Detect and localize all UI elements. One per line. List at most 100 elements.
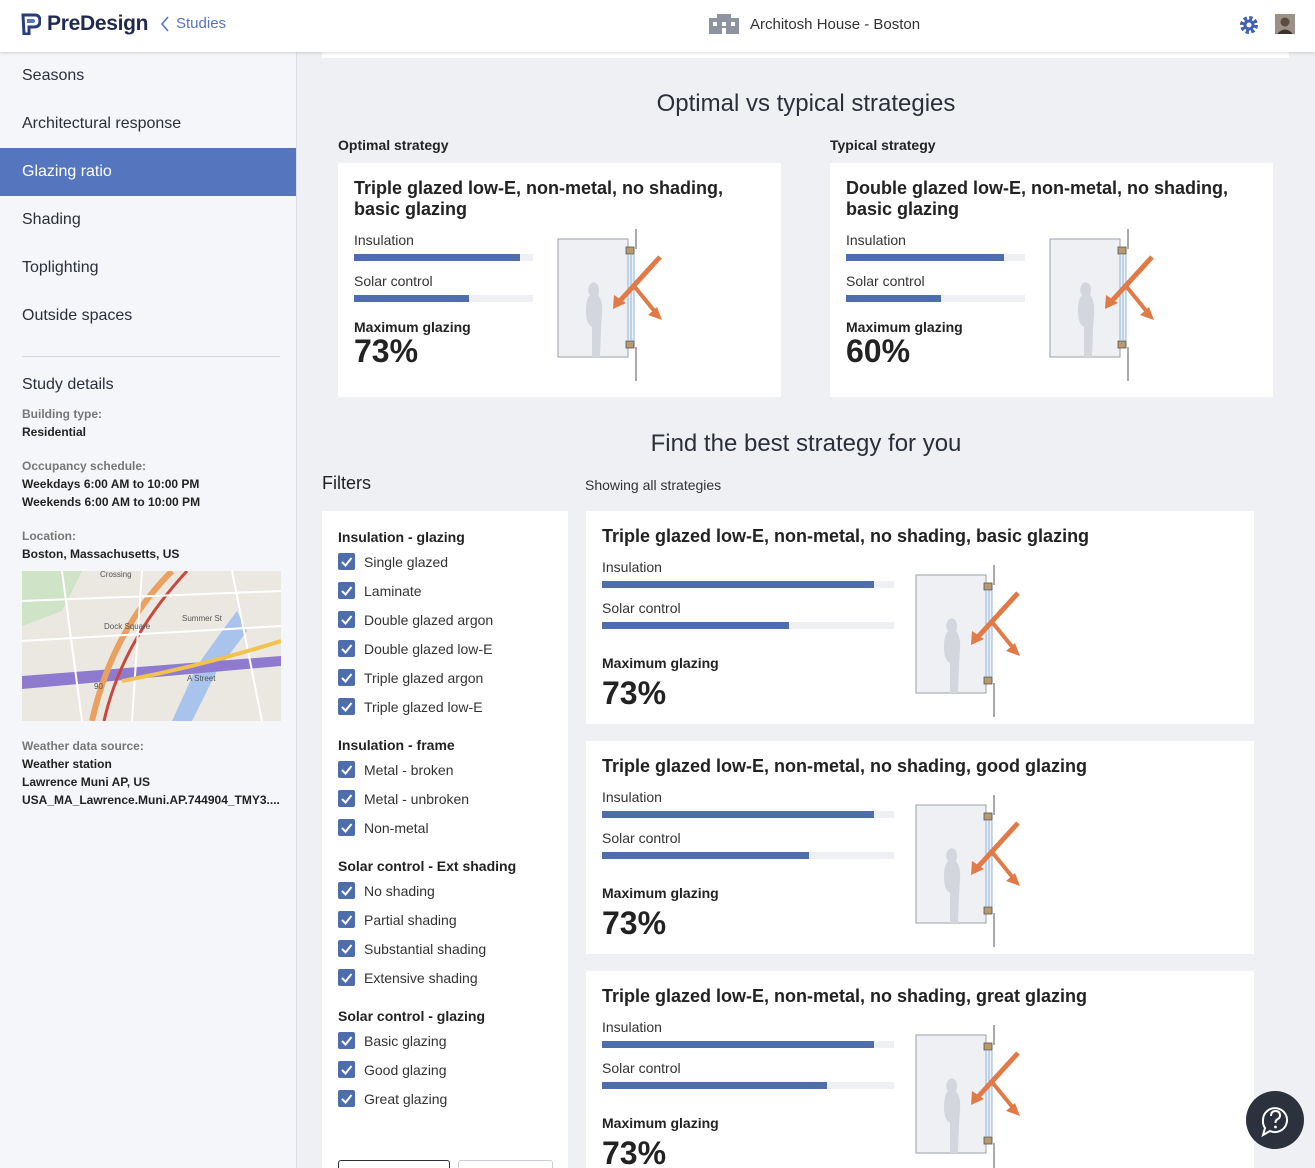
detail-value: USA_MA_Lawrence.Muni.AP.744904_TMY3.... bbox=[22, 793, 280, 807]
filter-option[interactable]: Single glazed bbox=[338, 547, 568, 576]
filter-option[interactable]: Triple glazed argon bbox=[338, 663, 568, 692]
card-heading: Typical strategy bbox=[830, 137, 936, 153]
filter-option[interactable]: Basic glazing bbox=[338, 1026, 568, 1055]
detail-value: Boston, Massachusetts, US bbox=[22, 547, 180, 561]
nav-item[interactable]: Seasons bbox=[22, 67, 85, 84]
icon-shape bbox=[341, 673, 353, 683]
icon-shape bbox=[338, 969, 355, 986]
bar-track bbox=[602, 1041, 894, 1048]
icon-shape bbox=[341, 702, 353, 712]
filter-option[interactable]: Non-metal bbox=[338, 813, 568, 842]
bar-label: Solar control bbox=[602, 830, 681, 846]
checkbox[interactable] bbox=[338, 761, 355, 778]
icon-shape bbox=[338, 553, 355, 570]
filter-option[interactable]: Metal - unbroken bbox=[338, 784, 568, 813]
icon-shape bbox=[1274, 1125, 1277, 1129]
map-label: 90 bbox=[94, 682, 103, 691]
detail-label: Location: bbox=[22, 529, 76, 543]
filter-option-label: Double glazed low-E bbox=[364, 640, 493, 657]
icon-shape bbox=[1246, 22, 1252, 28]
back-link[interactable]: Studies bbox=[160, 15, 226, 32]
filter-option[interactable]: Extensive shading bbox=[338, 963, 568, 992]
detail-group: Occupancy schedule: Weekdays 6:00 AM to 1… bbox=[22, 457, 296, 511]
checkbox[interactable] bbox=[338, 582, 355, 599]
icon-shape bbox=[985, 820, 993, 907]
icon-shape bbox=[1105, 295, 1118, 309]
user-avatar[interactable] bbox=[1275, 14, 1295, 34]
icon-shape bbox=[717, 14, 731, 20]
settings-button[interactable] bbox=[1239, 15, 1259, 35]
checkbox[interactable] bbox=[338, 911, 355, 928]
top-strip bbox=[322, 52, 1289, 58]
checkbox[interactable] bbox=[338, 611, 355, 628]
filter-option-label: Substantial shading bbox=[364, 940, 487, 957]
icon-shape bbox=[338, 940, 355, 957]
checkbox[interactable] bbox=[338, 790, 355, 807]
icon-shape bbox=[338, 1061, 355, 1078]
icon-shape bbox=[648, 307, 662, 320]
filter-button[interactable] bbox=[338, 1160, 450, 1168]
icon-shape bbox=[341, 644, 353, 654]
icon-shape bbox=[1108, 255, 1154, 305]
checkbox[interactable] bbox=[338, 940, 355, 957]
building-icon bbox=[709, 14, 739, 34]
icon-shape bbox=[1270, 1109, 1282, 1124]
filter-group: Solar control - glazing Basic glazing Good… bbox=[338, 1006, 568, 1113]
project-name: Architosh House - Boston bbox=[750, 16, 921, 33]
icon-shape bbox=[338, 761, 355, 778]
icon-shape bbox=[944, 618, 961, 693]
icon-shape bbox=[1240, 16, 1258, 34]
window-illustration bbox=[915, 1025, 1020, 1168]
icon-shape bbox=[338, 582, 355, 599]
icon-shape bbox=[1277, 29, 1293, 34]
icon-shape bbox=[983, 1042, 993, 1051]
icon-shape bbox=[1261, 1107, 1288, 1138]
strategy-name: Triple glazed low-E, non-metal, no shadi… bbox=[602, 756, 1088, 776]
filter-option[interactable]: Good glazing bbox=[338, 1055, 568, 1084]
filter-option[interactable]: Double glazed low-E bbox=[338, 634, 568, 663]
nav-item[interactable]: Glazing ratio bbox=[0, 148, 296, 196]
filter-option-label: Laminate bbox=[364, 582, 422, 599]
checkbox[interactable] bbox=[338, 1061, 355, 1078]
filter-option[interactable]: Laminate bbox=[338, 576, 568, 605]
header: PreDesign Studies Architosh House - Boston bbox=[0, 0, 1315, 52]
nav-item[interactable]: Architectural response bbox=[22, 115, 182, 132]
icon-shape bbox=[944, 848, 961, 923]
filter-option[interactable]: Partial shading bbox=[338, 905, 568, 934]
icon-shape bbox=[338, 640, 355, 657]
checkbox[interactable] bbox=[338, 1032, 355, 1049]
icon-shape bbox=[338, 1032, 355, 1049]
max-value: 73% bbox=[354, 333, 419, 369]
map-label: Dock Square bbox=[104, 622, 151, 631]
filter-button[interactable] bbox=[458, 1160, 553, 1168]
icon-shape bbox=[616, 255, 662, 305]
icon-shape bbox=[990, 1080, 1016, 1111]
max-label: Maximum glazing bbox=[354, 319, 471, 335]
filter-option[interactable]: Double glazed argon bbox=[338, 605, 568, 634]
nav-item[interactable]: Shading bbox=[22, 211, 81, 228]
filter-option[interactable]: Great glazing bbox=[338, 1084, 568, 1113]
checkbox[interactable] bbox=[338, 969, 355, 986]
checkbox[interactable] bbox=[338, 669, 355, 686]
filter-option-label: Extensive shading bbox=[364, 969, 478, 986]
max-value: 73% bbox=[602, 905, 667, 941]
checkbox[interactable] bbox=[338, 819, 355, 836]
nav-item[interactable]: Toplighting bbox=[22, 259, 99, 276]
checkbox[interactable] bbox=[338, 553, 355, 570]
checkbox[interactable] bbox=[338, 882, 355, 899]
icon-shape bbox=[338, 790, 355, 807]
strategy-card: Triple glazed low-E, non-metal, no shadi… bbox=[586, 971, 1254, 1168]
checkbox[interactable] bbox=[338, 698, 355, 715]
icon-shape bbox=[27, 19, 35, 23]
filter-option[interactable]: Triple glazed low-E bbox=[338, 692, 568, 721]
checkbox[interactable] bbox=[338, 640, 355, 657]
strategy-name: Double glazed low-E, non-metal, no shadi… bbox=[846, 178, 1229, 219]
filter-option[interactable]: No shading bbox=[338, 876, 568, 905]
checkbox[interactable] bbox=[338, 1090, 355, 1107]
help-button[interactable] bbox=[1246, 1091, 1304, 1149]
nav-item[interactable]: Outside spaces bbox=[22, 307, 133, 324]
filter-option[interactable]: Substantial shading bbox=[338, 934, 568, 963]
find-title: Find the best strategy for you bbox=[650, 430, 962, 457]
filter-option[interactable]: Metal - broken bbox=[338, 755, 568, 784]
icon-shape bbox=[22, 656, 281, 689]
